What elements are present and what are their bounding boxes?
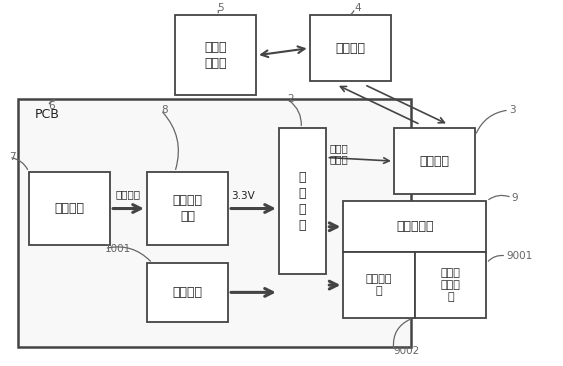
Bar	[147, 172, 228, 245]
Bar	[394, 128, 475, 194]
Bar	[17, 99, 410, 347]
Text: PCB: PCB	[34, 108, 59, 121]
Text: 加速度计: 加速度计	[172, 286, 203, 299]
Text: 3: 3	[509, 105, 516, 115]
Text: 9001: 9001	[506, 251, 533, 261]
Text: 状态指示灯: 状态指示灯	[396, 220, 434, 233]
Bar	[310, 15, 391, 81]
Text: 机载数
传接口: 机载数 传接口	[329, 143, 348, 164]
Text: 7: 7	[9, 153, 16, 163]
Text: 5: 5	[217, 3, 224, 13]
Text: 2: 2	[287, 94, 294, 104]
Text: 3.3V: 3.3V	[231, 191, 254, 201]
Text: 工作状
态指示
灯: 工作状 态指示 灯	[441, 268, 461, 302]
Bar	[343, 201, 486, 252]
Text: 9002: 9002	[394, 346, 420, 356]
Text: 机载数传: 机载数传	[419, 154, 449, 168]
Text: 6: 6	[48, 101, 55, 111]
Bar	[279, 128, 327, 274]
Bar	[415, 252, 486, 318]
Text: 8: 8	[161, 105, 167, 115]
Text: 9: 9	[512, 193, 519, 203]
Bar	[147, 263, 228, 322]
Text: 1001: 1001	[105, 244, 131, 254]
Bar	[343, 252, 415, 318]
Text: 地面站
计算机: 地面站 计算机	[204, 41, 227, 70]
Text: 电源指示
灯: 电源指示 灯	[366, 274, 392, 296]
Text: 电源接口: 电源接口	[116, 190, 141, 199]
Text: 地面数传: 地面数传	[336, 42, 365, 55]
Text: 微
处
理
器: 微 处 理 器	[299, 171, 306, 232]
Bar	[29, 172, 110, 245]
Text: 电平转换
电路: 电平转换 电路	[172, 194, 203, 223]
Text: 4: 4	[355, 3, 361, 13]
Text: 电源电路: 电源电路	[55, 202, 84, 215]
Bar	[175, 15, 256, 96]
